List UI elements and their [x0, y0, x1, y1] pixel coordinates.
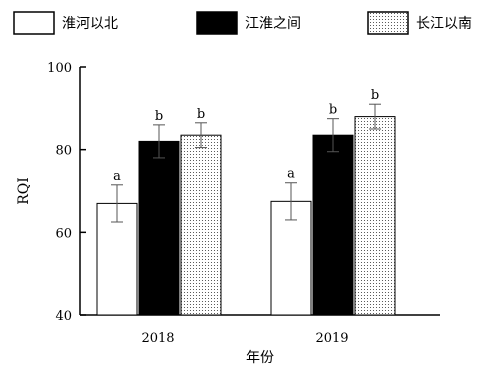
- x-tick-label: 2019: [315, 331, 348, 346]
- legend-swatch: [13, 11, 55, 35]
- significance-label: b: [197, 107, 205, 122]
- x-axis-title: 年份: [246, 350, 274, 366]
- legend-label: 江淮之间: [245, 16, 301, 32]
- legend: 淮河以北 江淮之间 长江以南: [13, 11, 472, 35]
- x-ticks: 2018 2019: [141, 331, 348, 346]
- bar: [180, 134, 222, 316]
- x-tick-label: 2018: [141, 331, 174, 346]
- y-axis-title: RQI: [16, 177, 32, 205]
- significance-label: b: [155, 109, 163, 124]
- legend-label: 淮河以北: [62, 16, 118, 32]
- legend-swatch: [196, 11, 238, 35]
- bar: [312, 134, 354, 316]
- bar: [138, 140, 180, 316]
- y-tick-label: 40: [55, 309, 72, 324]
- significance-label: a: [287, 167, 295, 182]
- bars: a b b a b b: [96, 88, 396, 316]
- significance-label: b: [371, 88, 379, 103]
- y-tick-label: 100: [47, 61, 72, 76]
- significance-label: b: [329, 103, 337, 118]
- legend-label: 长江以南: [416, 16, 472, 32]
- y-tick-label: 80: [55, 144, 72, 159]
- y-ticks: 40 60 80 100: [47, 61, 86, 324]
- y-tick-label: 60: [55, 226, 72, 241]
- legend-swatch: [367, 11, 409, 35]
- bar: [354, 116, 396, 316]
- significance-label: a: [113, 169, 121, 184]
